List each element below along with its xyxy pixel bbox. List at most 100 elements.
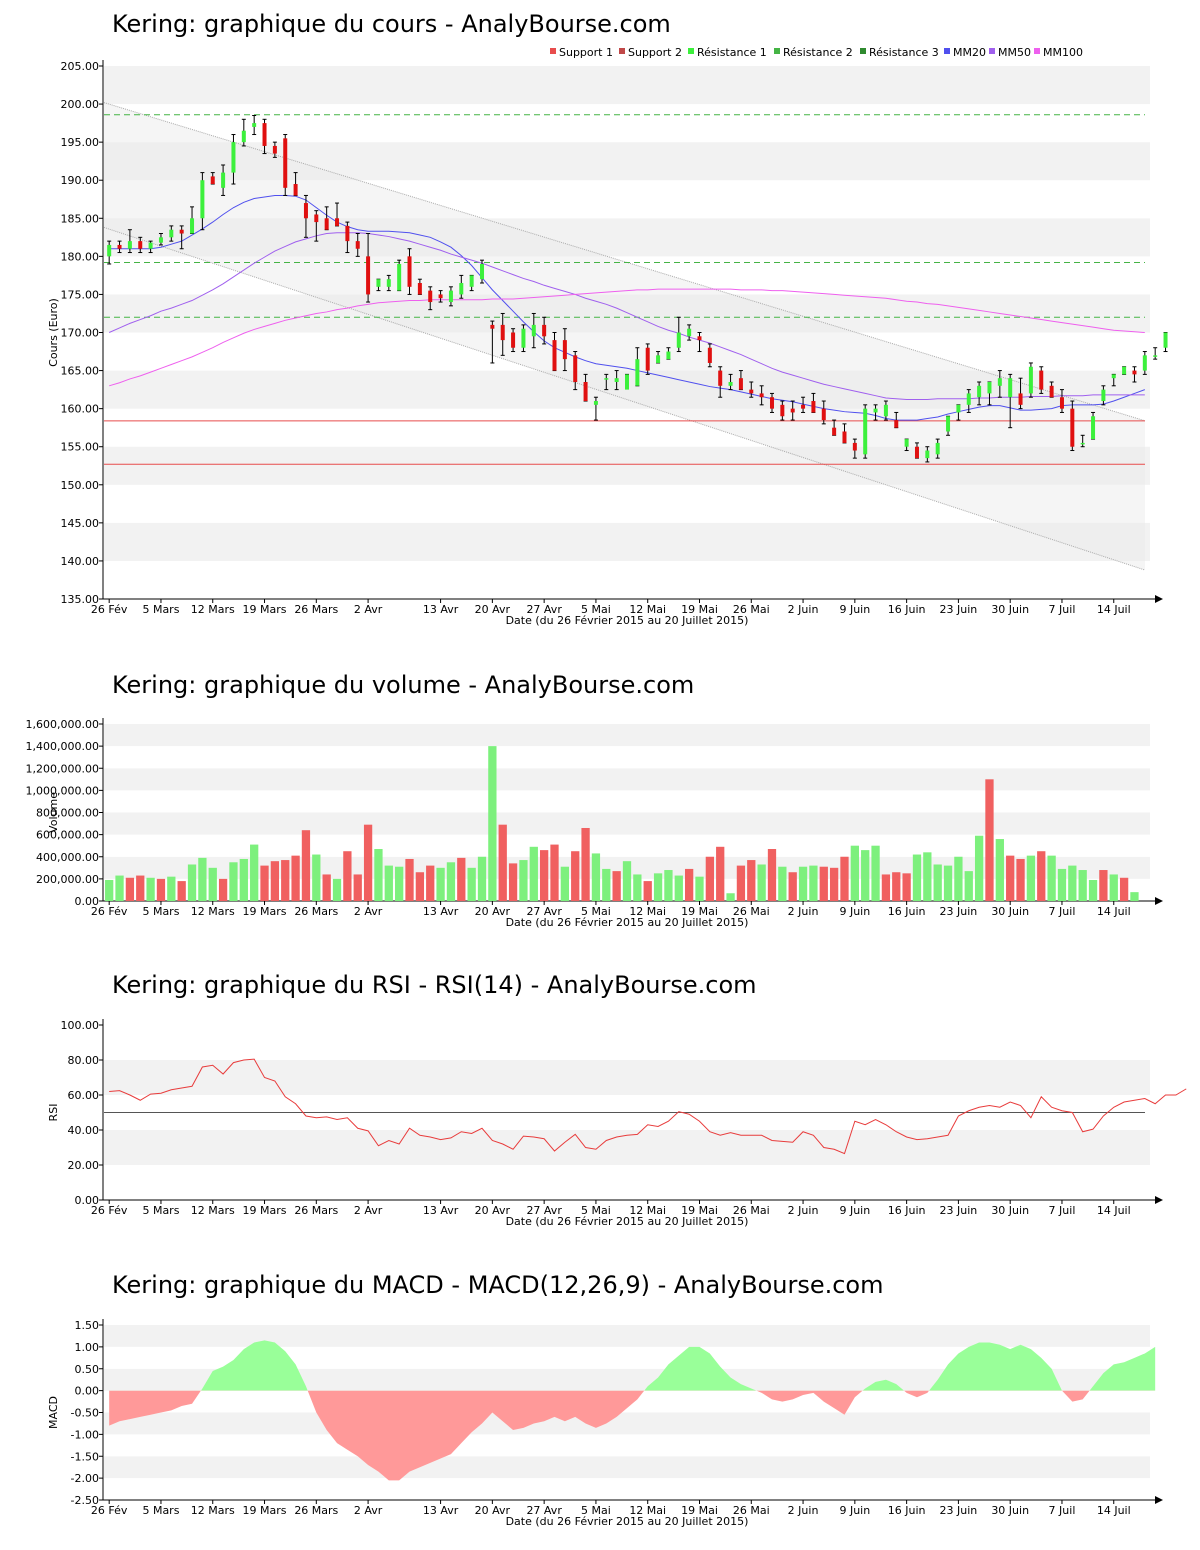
volume-bar: [146, 877, 155, 901]
volume-bar: [757, 864, 766, 901]
x-tick-label: 14 Juil: [1097, 1504, 1131, 1517]
y-axis-label: RSI: [47, 1104, 60, 1122]
x-tick-label: 19 Mars: [243, 1504, 287, 1517]
x-tick-label: 16 Juin: [888, 905, 926, 918]
y-axis-label: MACD: [47, 1396, 60, 1429]
candle-body: [1008, 378, 1013, 398]
x-tick-label: 5 Mars: [142, 1204, 179, 1217]
volume-bar: [798, 866, 808, 901]
candle-body: [148, 242, 153, 249]
x-tick-label: 14 Juil: [1097, 1204, 1131, 1217]
legend-swatch: [619, 48, 625, 54]
volume-chart: 0.00 200,000.00 400,000.00 600,000.00 800,00…: [26, 718, 1163, 929]
legend-label: Support 2: [628, 46, 682, 59]
x-axis-arrow: [1155, 1196, 1163, 1204]
y-tick-label: 145.00: [61, 517, 100, 530]
volume-bar: [136, 875, 145, 901]
volume-bar: [622, 861, 632, 901]
x-tick-label: 2 Avr: [354, 603, 383, 616]
candle-body: [158, 237, 163, 243]
volume-bar: [1026, 855, 1036, 901]
grid-band: [104, 724, 1150, 747]
mm100-line: [109, 288, 1145, 387]
candle-body: [542, 324, 547, 337]
y-tick-label: 175.00: [61, 288, 100, 301]
candle-body: [687, 328, 692, 337]
x-tick-label: 13 Avr: [423, 1504, 459, 1517]
x-tick-label: 27 Avr: [526, 1504, 562, 1517]
candle-body: [842, 431, 847, 443]
x-tick-label: 30 Juin: [991, 905, 1029, 918]
grid-band: [104, 522, 1150, 561]
volume-bar: [871, 845, 880, 901]
candle-body: [728, 381, 733, 386]
x-tick-label: 12 Mars: [191, 603, 235, 616]
price-chart-panel: Kering: graphique du cours - AnalyBourse…: [0, 0, 1200, 640]
y-tick-label: 200.00: [61, 98, 100, 111]
x-tick-label: 12 Mai: [629, 603, 666, 616]
grid-band: [104, 1456, 1150, 1479]
x-tick-label: 12 Mai: [629, 1204, 666, 1217]
volume-bar: [695, 876, 704, 901]
volume-bar: [602, 868, 611, 901]
y-tick-label: 165.00: [61, 365, 100, 378]
candle-body: [345, 225, 350, 242]
x-tick-label: 9 Juin: [839, 1204, 870, 1217]
macd-chart-panel: Kering: graphique du MACD - MACD(12,26,9…: [0, 1250, 1200, 1550]
macd-chart-title: Kering: graphique du MACD - MACD(12,26,9…: [112, 1271, 884, 1299]
x-tick-label: 23 Juin: [940, 905, 978, 918]
volume-bar: [985, 779, 994, 901]
volume-bar: [705, 856, 714, 901]
volume-bar: [684, 868, 694, 901]
x-tick-label: 20 Avr: [475, 905, 511, 918]
x-tick-label: 5 Mars: [142, 1504, 179, 1517]
candle-body: [676, 332, 681, 348]
candle-body: [335, 218, 340, 226]
candle-body: [200, 180, 205, 219]
volume-bar: [167, 876, 176, 901]
candle-body: [221, 172, 226, 188]
candle-body: [614, 378, 619, 382]
grid-band: [104, 1412, 1150, 1435]
x-tick-label: 9 Juin: [839, 905, 870, 918]
volume-bar: [488, 746, 497, 901]
x-tick-label: 19 Mars: [243, 905, 287, 918]
y-tick-label: 1,000,000.00: [26, 784, 99, 797]
legend-label: Support 1: [559, 46, 613, 59]
x-tick-label: 5 Mars: [142, 603, 179, 616]
candle-body: [1091, 416, 1096, 440]
volume-bar: [612, 871, 621, 901]
y-tick-label: -0.50: [71, 1407, 99, 1420]
grid-band: [104, 66, 1150, 105]
x-tick-label: 26 Fév: [91, 1204, 128, 1217]
candle-body: [987, 381, 992, 394]
x-tick-label: 26 Mars: [294, 1204, 338, 1217]
volume-bar: [1037, 851, 1046, 901]
y-tick-label: 140.00: [61, 555, 100, 568]
candle-body: [593, 401, 598, 405]
volume-bar: [1047, 855, 1056, 901]
candle-body: [314, 214, 319, 223]
y-tick-label: 80.00: [68, 1054, 100, 1067]
candle-body: [1122, 366, 1127, 375]
y-tick-label: 180.00: [61, 250, 100, 263]
volume-bar: [270, 861, 280, 901]
x-tick-label: 2 Avr: [354, 1204, 383, 1217]
x-tick-label: 26 Mai: [733, 1504, 770, 1517]
volume-bar: [301, 830, 311, 901]
x-tick-label: 7 Juil: [1049, 1204, 1076, 1217]
volume-bar: [902, 873, 911, 901]
volume-bar: [1068, 865, 1077, 901]
y-tick-label: 1,400,000.00: [26, 740, 99, 753]
y-tick-label: 205.00: [61, 60, 100, 73]
volume-bar: [1109, 874, 1118, 901]
y-tick-label: 135.00: [61, 593, 100, 606]
y-tick-label: 155.00: [61, 441, 100, 454]
legend-swatch: [944, 48, 950, 54]
candle-body: [883, 404, 888, 417]
x-tick-label: 26 Mai: [733, 905, 770, 918]
volume-bar: [1130, 892, 1139, 901]
volume-bar: [747, 860, 756, 901]
y-tick-label: -1.50: [71, 1450, 99, 1463]
candle-body: [490, 324, 495, 329]
